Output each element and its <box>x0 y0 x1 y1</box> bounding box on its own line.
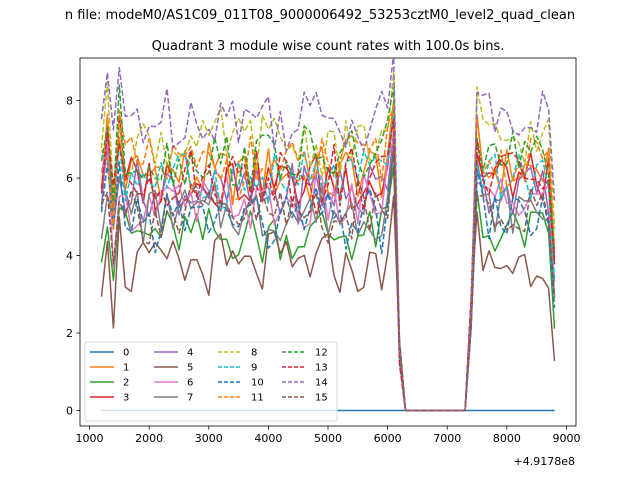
series-line-13 <box>100 118 556 412</box>
series-line-5 <box>100 195 556 412</box>
legend-label-4: 4 <box>187 348 193 359</box>
series-line-14 <box>100 58 556 412</box>
y-tick-label: 0 <box>66 405 73 418</box>
series-line-2 <box>100 165 556 412</box>
legend-label-10: 10 <box>251 378 264 389</box>
legend-label-8: 8 <box>251 348 257 359</box>
legend-label-1: 1 <box>123 363 129 374</box>
legend-label-6: 6 <box>187 378 193 389</box>
x-tick-label: 9000 <box>552 432 580 445</box>
x-tick-label: 7000 <box>433 432 461 445</box>
legend-label-0: 0 <box>123 348 129 359</box>
x-tick-label: 4000 <box>254 432 282 445</box>
legend-label-11: 11 <box>251 393 264 404</box>
x-tick-label: 5000 <box>314 432 342 445</box>
series-line-11 <box>100 105 556 412</box>
x-tick-label: 6000 <box>374 432 402 445</box>
x-tick-label: 1000 <box>76 432 104 445</box>
x-tick-label: 3000 <box>195 432 223 445</box>
legend-label-14: 14 <box>315 378 328 389</box>
legend-label-15: 15 <box>315 393 328 404</box>
x-tick-label: 8000 <box>493 432 521 445</box>
legend-label-13: 13 <box>315 363 328 374</box>
y-tick-label: 2 <box>66 327 73 340</box>
figure-suptitle: n file: modeM0/AS1C09_011T08_9000006492_… <box>65 8 575 23</box>
series-line-9 <box>101 112 556 412</box>
legend-label-9: 9 <box>251 363 257 374</box>
x-tick-label: 2000 <box>135 432 163 445</box>
y-tick-label: 8 <box>66 95 73 108</box>
series-line-10 <box>100 149 556 412</box>
axes-layer: 1000 2000 3000 4000 5000 6000 7000 8000 9000 0 2 4 6… <box>66 95 580 445</box>
legend-label-12: 12 <box>315 348 328 359</box>
legend-label-5: 5 <box>187 363 193 374</box>
series-line-12 <box>100 84 556 412</box>
series-line-8 <box>100 71 556 412</box>
y-tick-label: 6 <box>66 172 73 185</box>
chart-title: Quadrant 3 module wise count rates with … <box>152 39 505 54</box>
legend-box <box>84 341 338 422</box>
x-offset-label: +4.9178e8 <box>514 455 575 468</box>
series-layer <box>100 58 556 412</box>
legend-label-2: 2 <box>123 378 129 389</box>
series-line-15 <box>100 144 556 412</box>
legend-label-3: 3 <box>123 393 129 404</box>
legend-label-7: 7 <box>187 393 193 404</box>
y-tick-label: 4 <box>66 250 73 263</box>
